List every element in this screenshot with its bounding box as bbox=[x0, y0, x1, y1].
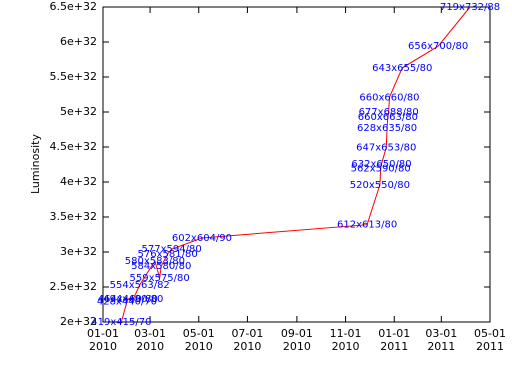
point-label: 580x583/80 bbox=[125, 256, 185, 267]
x-tick-label: 2011 bbox=[476, 340, 504, 353]
point-label: 562x590/80 bbox=[351, 164, 411, 175]
point-label: 643x655/80 bbox=[372, 63, 432, 74]
point-label: 677x688/80 bbox=[359, 107, 419, 118]
x-tick-label: 01-01 bbox=[87, 327, 119, 340]
y-tick-label: 2.5e+32 bbox=[50, 280, 97, 293]
y-tick-label: 5.5e+32 bbox=[50, 70, 97, 83]
y-tick-label: 3e+32 bbox=[60, 245, 97, 258]
data-line bbox=[120, 6, 471, 323]
x-tick-label: 03-01 bbox=[425, 327, 457, 340]
x-tick-label: 01-01 bbox=[378, 327, 410, 340]
point-label: 577x594/80 bbox=[142, 244, 202, 255]
point-label: 719x732/88 bbox=[440, 2, 500, 13]
x-tick-label: 2011 bbox=[380, 340, 408, 353]
x-tick-label: 07-01 bbox=[231, 327, 263, 340]
point-label: 647x653/80 bbox=[356, 143, 416, 154]
x-tick-label: 2011 bbox=[427, 340, 455, 353]
point-label: 520x550/80 bbox=[350, 180, 410, 191]
x-tick-label: 05-01 bbox=[474, 327, 506, 340]
y-axis-label: Luminosity bbox=[29, 134, 42, 194]
x-tick-label: 2010 bbox=[136, 340, 164, 353]
point-label: 656x700/80 bbox=[408, 41, 468, 52]
point-label: 428x440/70 bbox=[97, 297, 157, 308]
x-tick-label: 03-01 bbox=[134, 327, 166, 340]
point-label: 632x650/80 bbox=[351, 159, 411, 170]
y-tick-label: 4e+32 bbox=[60, 175, 97, 188]
x-tick-label: 11-01 bbox=[330, 327, 362, 340]
y-tick-label: 4.5e+32 bbox=[50, 140, 97, 153]
y-tick-label: 2e+32 bbox=[60, 315, 97, 328]
x-tick-label: 2010 bbox=[185, 340, 213, 353]
point-label: 628x635/80 bbox=[357, 123, 417, 134]
point-label: 494x490/80 bbox=[103, 294, 163, 305]
point-label: 559x575/80 bbox=[130, 273, 190, 284]
x-tick-label: 09-01 bbox=[281, 327, 313, 340]
point-label: 419x415/70 bbox=[91, 317, 151, 328]
point-label: 464x460/80 bbox=[98, 294, 158, 305]
point-label: 660x660/80 bbox=[359, 92, 419, 103]
point-label: 576x581/80 bbox=[138, 249, 198, 260]
point-label: 660x663/80 bbox=[358, 112, 418, 123]
x-tick-label: 2010 bbox=[89, 340, 117, 353]
x-tick-label: 2010 bbox=[283, 340, 311, 353]
point-label: 602x604/90 bbox=[172, 233, 232, 244]
x-tick-label: 2010 bbox=[332, 340, 360, 353]
y-tick-label: 5e+32 bbox=[60, 105, 97, 118]
point-label: 612x613/80 bbox=[337, 220, 397, 231]
x-tick-label: 05-01 bbox=[183, 327, 215, 340]
point-label: 554x563/82 bbox=[110, 280, 170, 291]
x-tick-label: 2010 bbox=[233, 340, 261, 353]
y-tick-label: 6.5e+32 bbox=[50, 0, 97, 13]
y-tick-label: 6e+32 bbox=[60, 35, 97, 48]
point-label: 584x580/80 bbox=[131, 261, 191, 272]
y-tick-label: 3.5e+32 bbox=[50, 210, 97, 223]
